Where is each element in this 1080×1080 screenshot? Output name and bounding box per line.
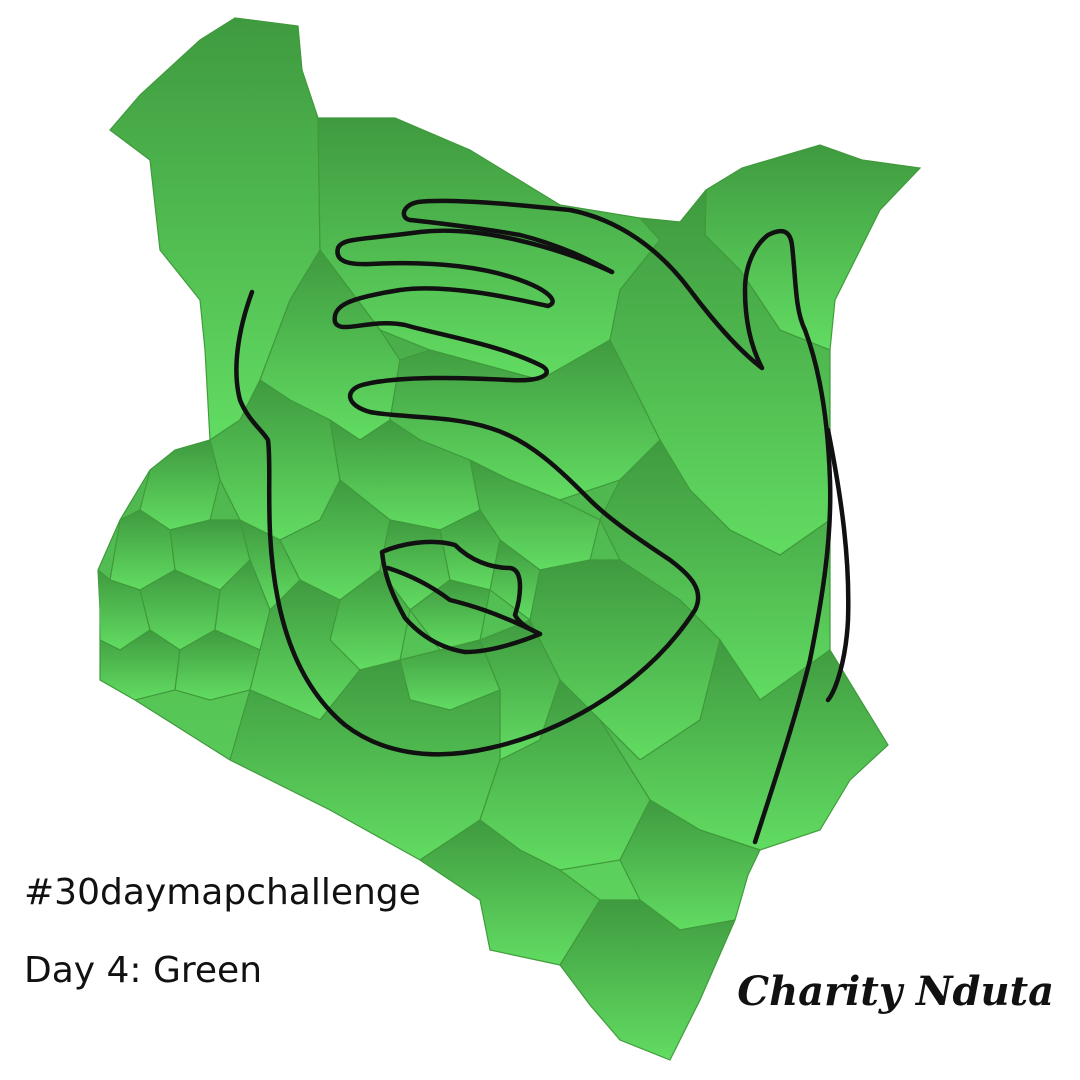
hand-drawing xyxy=(234,198,851,845)
author-signature: Charity Nduta xyxy=(737,968,1054,1015)
thumb-stroke xyxy=(234,228,701,757)
finger-stroke xyxy=(401,198,833,845)
day-label: Day 4: Green xyxy=(24,950,263,991)
county-western-a xyxy=(139,439,221,531)
hashtag-label: #30daymapchallenge xyxy=(24,872,421,913)
palm-stroke xyxy=(825,427,851,703)
lips-middle xyxy=(385,565,543,637)
county-kwale xyxy=(559,899,737,1060)
